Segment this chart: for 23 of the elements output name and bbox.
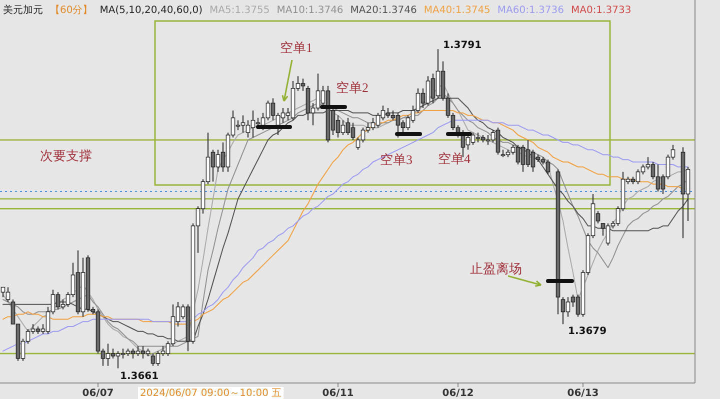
annotation: 1.3679: [568, 326, 607, 337]
text: 【60分】: [50, 4, 93, 16]
annotation: 空单4: [438, 151, 471, 166]
x-tick-label: 06/11: [322, 388, 354, 399]
text: MA60:1.3736: [497, 5, 564, 16]
text: MA20:1.3746: [350, 5, 417, 16]
x-tick-label: 06/07: [82, 388, 114, 399]
annotation: 1.3791: [443, 40, 482, 51]
text: MA40:1.3745: [424, 5, 490, 16]
text: MA5:1.3755: [210, 5, 270, 16]
annotation: 止盈离场: [470, 261, 522, 276]
legend-title: MA(5,10,20,40,60,0): [100, 5, 203, 16]
annotation: 空单2: [336, 80, 368, 95]
text: 2024/06/07 09:00～10:00 五: [140, 388, 282, 399]
annotation: 1.3661: [120, 371, 159, 382]
text: 美元加元: [3, 4, 43, 16]
x-tick-label: 06/12: [442, 388, 474, 399]
annotation: 空单1: [280, 40, 312, 55]
annotation: MA0:1.3733: [570, 5, 632, 16]
x-tick-label: 06/13: [567, 388, 599, 399]
ref-line-label: 次要支撑: [40, 148, 92, 163]
annotation: 空单3: [380, 152, 412, 167]
text: MA10:1.3746: [276, 5, 344, 16]
